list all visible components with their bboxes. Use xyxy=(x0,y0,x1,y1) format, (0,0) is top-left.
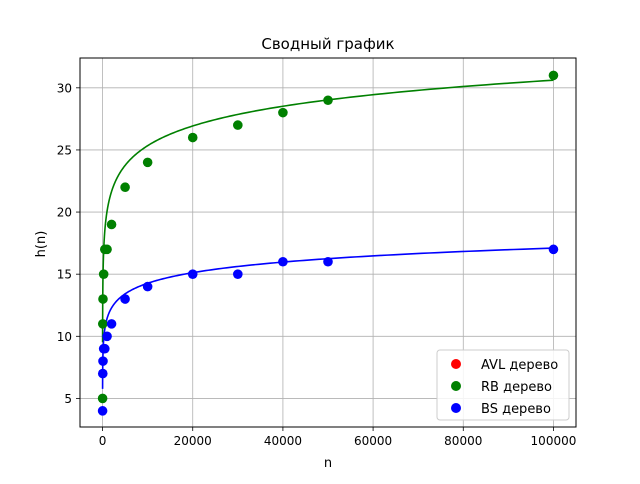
bs-data-point xyxy=(548,244,559,255)
axis-ticks: 0 20000 40000 60000 80000 100000 5 10 15 20 25 30 xyxy=(57,81,577,448)
x-tick-label: 60000 xyxy=(354,434,392,448)
x-tick-label: 100000 xyxy=(531,434,577,448)
rb-data-point xyxy=(102,244,112,255)
legend-label-rb: RB дерево xyxy=(481,380,552,395)
bs-data-point xyxy=(278,256,288,267)
chart-title: Сводный график xyxy=(261,35,394,53)
y-tick-label: 20 xyxy=(57,206,72,220)
rb-data-point xyxy=(323,95,333,106)
rb-data-point xyxy=(548,70,559,81)
legend-label-avl: AVL дерево xyxy=(481,358,558,373)
rb-data-point xyxy=(142,157,153,168)
bs-data-point xyxy=(120,294,130,304)
bs-data-point xyxy=(98,356,108,366)
bs-data-point xyxy=(233,269,243,279)
bs-data-point xyxy=(102,331,112,342)
legend-box xyxy=(436,349,570,421)
x-tick-label: 20000 xyxy=(174,434,212,448)
rb-data-point xyxy=(278,107,288,118)
x-tick-label: 40000 xyxy=(264,434,302,448)
rb-data-point xyxy=(97,319,108,329)
x-axis-label: n xyxy=(324,456,332,471)
data-points xyxy=(97,70,559,416)
legend-label-bs: BS дерево xyxy=(481,402,551,417)
bs-data-point xyxy=(187,269,198,279)
rb-data-point xyxy=(98,294,108,304)
y-axis-label: h(n) xyxy=(34,231,49,258)
rb-data-point xyxy=(187,132,198,143)
y-tick-label: 25 xyxy=(57,143,72,157)
rb-data-point xyxy=(233,120,243,130)
legend: AVL дерево RB дерево BS дерево xyxy=(436,349,570,421)
legend-marker-avl xyxy=(451,359,461,369)
rb-data-point xyxy=(97,393,108,404)
y-tick-label: 10 xyxy=(57,330,72,344)
grid xyxy=(80,58,576,427)
plot-frame xyxy=(79,57,577,428)
rb-data-point xyxy=(120,182,130,193)
y-tick-label: 30 xyxy=(57,81,72,95)
bs-data-point xyxy=(97,406,108,416)
x-tick-label: 80000 xyxy=(444,434,482,448)
legend-marker-bs xyxy=(451,403,461,413)
bs-data-point xyxy=(106,319,117,329)
rb-data-point xyxy=(106,219,117,230)
x-tick-label: 0 xyxy=(99,434,107,448)
y-tick-label: 5 xyxy=(64,392,72,406)
legend-marker-rb xyxy=(451,381,461,391)
bs-data-point xyxy=(100,343,110,354)
y-tick-label: 15 xyxy=(57,268,72,282)
rb-data-point xyxy=(98,269,109,279)
bs-data-point xyxy=(142,281,153,292)
bs-data-point xyxy=(323,256,333,267)
bs-data-point xyxy=(97,368,108,379)
